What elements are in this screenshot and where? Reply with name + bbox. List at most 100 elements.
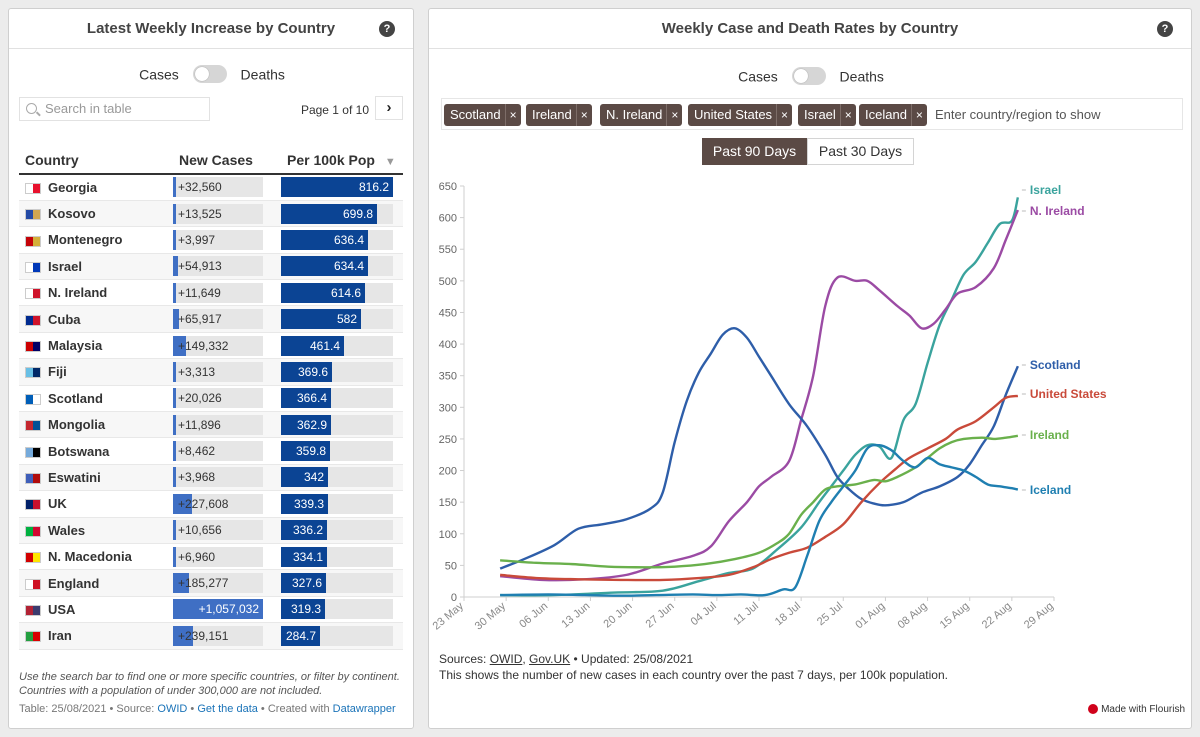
per-100k-cell: 336.2 (281, 517, 403, 544)
per-100k-value: 614.6 (330, 285, 361, 300)
search-placeholder: Search in table (45, 101, 132, 116)
source-owid-link[interactable]: OWID (489, 652, 523, 666)
per-100k-bar (281, 388, 331, 409)
series-label: Ireland (1030, 428, 1069, 442)
x-tick-label: 30 May (473, 600, 509, 633)
per-100k-bar-track: 359.8 (281, 441, 393, 462)
per-100k-bar (281, 414, 331, 435)
remove-chip-icon[interactable]: × (839, 104, 856, 126)
remove-chip-icon[interactable]: × (575, 104, 592, 126)
per-100k-bar (281, 177, 393, 198)
get-data-link[interactable]: Get the data (197, 703, 258, 715)
per-100k-cell: 816.2 (281, 174, 403, 201)
new-cases-value: +6,960 (178, 549, 216, 564)
table-row: Georgia +32,560 816.2 (19, 174, 403, 201)
past-30-days-button[interactable]: Past 30 Days (807, 138, 914, 165)
footer-created: • Created with (257, 703, 333, 715)
new-cases-cell: +8,462 (169, 437, 281, 465)
country-cell: Iran (19, 622, 169, 650)
y-tick-label: 0 (451, 592, 457, 604)
country-name: Cuba (48, 311, 81, 327)
per-100k-bar (281, 309, 361, 330)
flag-icon (25, 473, 41, 485)
table-row: Scotland +20,026 366.4 (19, 385, 403, 413)
new-cases-bar-track: +3,968 (173, 467, 263, 488)
flag-icon (25, 393, 41, 405)
table-row: Mongolia +11,896 362.9 (19, 411, 403, 439)
per-100k-bar-track: 362.9 (281, 414, 393, 435)
country-table-body: Georgia +32,560 816.2 Kosovo +13,525 699.8 Mon… (19, 174, 403, 650)
y-tick-label: 550 (439, 244, 457, 256)
series-line-united-states (500, 394, 1019, 582)
country-cell: UK (19, 490, 169, 518)
chip-label: N. Ireland (606, 107, 663, 122)
next-page-button[interactable]: › (375, 96, 403, 120)
new-cases-bar (173, 520, 176, 541)
column-per-100k[interactable]: Per 100k Pop ▼ (281, 146, 403, 175)
country-selector[interactable]: Scotland × Ireland × N. Ireland × United St… (441, 98, 1183, 130)
country-name: Wales (48, 522, 86, 538)
chart-sources: Sources: OWID, Gov.UK • Updated: 25/08/2… (439, 651, 948, 683)
per-100k-value: 334.1 (292, 549, 323, 564)
new-cases-bar (173, 467, 176, 488)
remove-chip-icon[interactable]: × (504, 104, 521, 126)
help-icon[interactable]: ? (379, 21, 395, 37)
series-line-israel (500, 197, 1020, 597)
per-100k-value: 636.4 (333, 232, 364, 247)
new-cases-value: +3,997 (178, 232, 216, 247)
new-cases-bar-track: +6,960 (173, 546, 263, 567)
country-cell: Malaysia (19, 332, 169, 360)
search-input[interactable]: Search in table (19, 97, 210, 121)
source-govuk-link[interactable]: Gov.UK (529, 652, 571, 666)
flag-icon (25, 235, 41, 247)
flag-icon (25, 525, 41, 537)
x-tick-label: 01 Aug (853, 600, 887, 631)
remove-chip-icon[interactable]: × (910, 104, 927, 126)
flag-icon (25, 209, 41, 221)
column-new-cases[interactable]: New Cases (169, 146, 281, 175)
remove-chip-icon[interactable]: × (666, 104, 682, 126)
past-90-days-button[interactable]: Past 90 Days (702, 138, 807, 165)
table-row: Eswatini +3,968 342 (19, 464, 403, 492)
y-tick-label: 200 (439, 466, 457, 478)
table-row: N. Macedonia +6,960 334.1 (19, 543, 403, 571)
per-100k-bar (281, 625, 320, 646)
table-row: Botswana +8,462 359.8 (19, 437, 403, 465)
country-search-input[interactable]: Enter country/region to show (935, 107, 1101, 122)
remove-chip-icon[interactable]: × (776, 104, 792, 126)
new-cases-bar-track: +10,656 (173, 520, 263, 541)
per-100k-cell: 366.4 (281, 385, 403, 413)
per-100k-value: 342 (303, 470, 324, 485)
chip-iceland: Iceland × (859, 104, 927, 126)
new-cases-bar-track: +3,997 (173, 229, 263, 250)
flag-icon (25, 420, 41, 432)
per-100k-bar (281, 282, 365, 303)
chip-label: Ireland (532, 107, 572, 122)
datawrapper-link[interactable]: Datawrapper (332, 703, 396, 715)
chip-scotland: Scotland × (444, 104, 521, 126)
country-cell: N. Ireland (19, 279, 169, 307)
made-with-flourish[interactable]: Made with Flourish (1088, 704, 1185, 715)
new-cases-value: +65,917 (178, 312, 222, 327)
new-cases-bar-track: +20,026 (173, 388, 263, 409)
new-cases-bar-track: +32,560 (173, 177, 263, 198)
flag-icon (25, 288, 41, 300)
help-icon[interactable]: ? (1157, 21, 1173, 37)
chart-cases-deaths-toggle[interactable] (791, 67, 826, 86)
chip-ireland: Ireland × (526, 104, 592, 126)
source-owid-link[interactable]: OWID (157, 703, 188, 715)
cases-deaths-toggle[interactable] (192, 65, 227, 84)
per-100k-value: 699.8 (342, 206, 373, 221)
country-name: Israel (48, 258, 82, 274)
per-100k-cell: 327.6 (281, 569, 403, 597)
new-cases-cell: +239,151 (169, 622, 281, 650)
per-100k-bar (281, 599, 325, 620)
new-cases-bar (173, 546, 176, 567)
table-row: USA +1,057,032 319.3 (19, 596, 403, 624)
column-country[interactable]: Country (19, 146, 169, 175)
table-row: N. Ireland +11,649 614.6 (19, 279, 403, 307)
table-footer: Table: 25/08/2021 • Source: OWID • Get t… (19, 703, 396, 715)
country-name: Eswatini (48, 469, 101, 485)
table-row: Montenegro +3,997 636.4 (19, 226, 403, 254)
per-100k-bar (281, 361, 332, 382)
